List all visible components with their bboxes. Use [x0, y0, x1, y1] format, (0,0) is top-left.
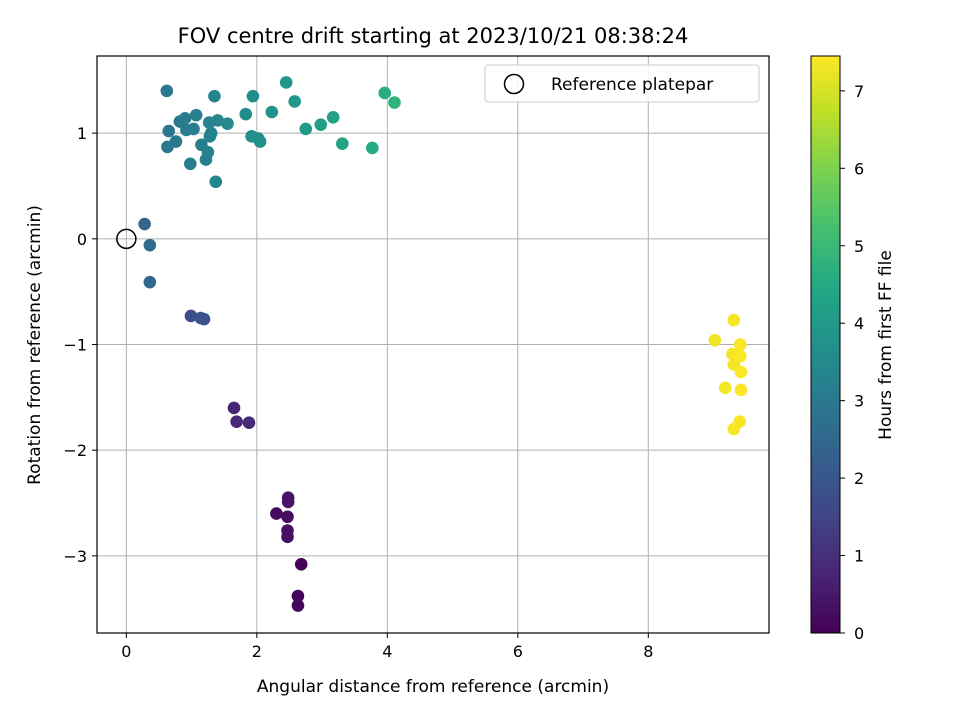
data-point — [169, 135, 183, 148]
grid — [97, 56, 769, 633]
data-point — [143, 238, 157, 252]
data-point — [183, 157, 197, 171]
data-point — [221, 117, 234, 130]
data-point — [187, 122, 200, 136]
data-point — [299, 122, 313, 136]
data-point — [242, 416, 256, 430]
data-point — [178, 112, 192, 125]
data-point — [162, 124, 176, 138]
data-point — [734, 365, 748, 379]
axes: 0 2 4 6 8 −3 −2 −1 0 1 — [63, 55, 770, 661]
data-point — [288, 95, 301, 108]
colorbar-tick-label: 7 — [854, 82, 864, 101]
data-point — [281, 530, 294, 544]
data-point — [281, 510, 294, 524]
data-point — [230, 415, 243, 428]
legend: Reference platepar — [484, 64, 760, 103]
data-point — [253, 135, 267, 148]
colorbar-tick-label: 0 — [854, 624, 864, 643]
data-point — [204, 126, 218, 140]
data-point — [708, 333, 722, 347]
data-point — [734, 383, 748, 397]
data-point — [281, 495, 295, 509]
data-point — [138, 217, 151, 231]
legend-label: Reference platepar — [551, 75, 713, 95]
colorbar-gradient — [810, 55, 841, 634]
data-point — [246, 89, 260, 103]
colorbar-tick-label: 1 — [854, 547, 864, 566]
colorbar-tick-label: 3 — [854, 392, 864, 411]
chart-title: FOV centre drift starting at 2023/10/21 … — [178, 24, 689, 48]
y-tick-label: 0 — [77, 230, 87, 249]
colorbar: 0 1 2 3 4 5 6 7 — [810, 55, 864, 643]
data-point — [314, 118, 328, 131]
data-point — [279, 76, 293, 89]
data-point — [733, 349, 747, 363]
data-point — [326, 110, 340, 124]
data-point — [209, 175, 223, 189]
data-point — [733, 415, 746, 428]
colorbar-label: Hours from first FF file — [876, 250, 896, 440]
data-point — [294, 558, 308, 571]
data-point — [160, 84, 174, 98]
data-point — [291, 599, 305, 612]
x-axis-label: Angular distance from reference (arcmin) — [257, 677, 609, 697]
colorbar-tick-label: 4 — [854, 314, 864, 333]
data-point — [211, 114, 224, 127]
legend-marker — [503, 73, 525, 95]
colorbar-tick-label: 5 — [854, 237, 864, 256]
data-point — [727, 313, 741, 327]
colorbar-tick-label: 6 — [854, 159, 864, 178]
data-point — [143, 275, 157, 289]
data-point — [733, 338, 747, 351]
x-tick-label: 6 — [513, 642, 523, 661]
y-tick-label: −3 — [63, 547, 87, 566]
data-point — [378, 86, 392, 100]
data-points — [116, 76, 748, 612]
data-point — [184, 309, 198, 323]
x-tick-label: 0 — [121, 642, 131, 661]
x-tick-label: 8 — [643, 642, 653, 661]
data-point — [718, 381, 732, 395]
reference-platepar-marker — [116, 228, 137, 250]
y-axis-label: Rotation from reference (arcmin) — [25, 205, 45, 485]
data-point — [336, 137, 349, 151]
data-point — [227, 401, 241, 415]
data-point — [201, 145, 215, 159]
data-point — [189, 108, 203, 122]
data-point — [265, 105, 279, 119]
y-tick-label: 1 — [77, 124, 87, 143]
data-point — [197, 312, 211, 326]
data-point — [388, 96, 401, 109]
y-tick-label: −1 — [63, 336, 87, 355]
data-point — [208, 89, 221, 103]
y-tick-label: −2 — [63, 441, 87, 460]
data-point — [291, 589, 305, 603]
data-point — [239, 107, 253, 121]
x-tick-label: 2 — [252, 642, 262, 661]
legend-box — [484, 64, 760, 103]
data-point — [270, 507, 283, 520]
colorbar-tick-label: 2 — [854, 469, 864, 488]
x-tick-label: 4 — [382, 642, 392, 661]
data-point — [366, 141, 379, 155]
